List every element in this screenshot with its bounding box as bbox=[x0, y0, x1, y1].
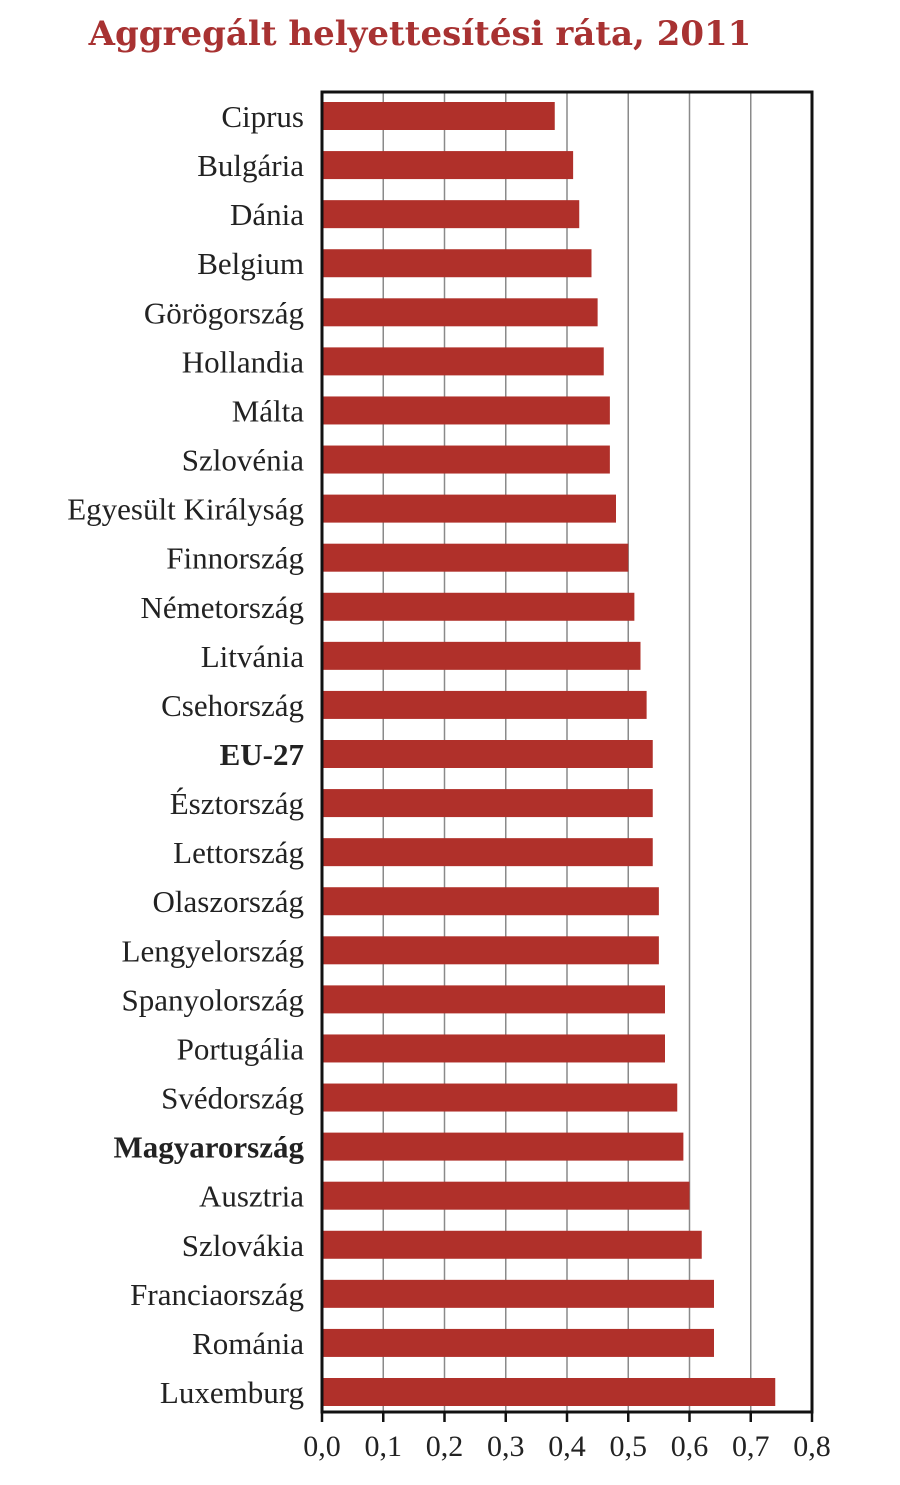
category-label: Szlovákia bbox=[182, 1228, 304, 1263]
chart-title: Aggregált helyettesítési ráta, 2011 bbox=[88, 14, 752, 54]
category-label: Olaszország bbox=[153, 884, 305, 919]
x-tick-label: 0,6 bbox=[671, 1430, 709, 1463]
bar bbox=[323, 543, 629, 572]
bar bbox=[323, 298, 598, 327]
bar bbox=[323, 1181, 690, 1210]
category-label: Románia bbox=[192, 1326, 304, 1361]
bar bbox=[323, 347, 604, 376]
bar bbox=[323, 1034, 665, 1063]
x-tick-label: 0,5 bbox=[610, 1430, 648, 1463]
bar bbox=[323, 249, 592, 278]
bar bbox=[323, 985, 665, 1014]
category-label: Ciprus bbox=[221, 99, 304, 134]
category-label: Szlovénia bbox=[182, 443, 304, 478]
category-label: Hollandia bbox=[182, 344, 304, 379]
category-label: Finnország bbox=[166, 541, 304, 576]
category-label: Bulgária bbox=[197, 148, 304, 183]
label-layer: Ciprus Bulgária Dánia Belgium Görögország Hol… bbox=[67, 99, 304, 1410]
bar bbox=[323, 151, 574, 180]
bar bbox=[323, 1083, 678, 1112]
category-label: Csehország bbox=[161, 688, 304, 723]
bar bbox=[323, 1230, 702, 1259]
category-label: Dánia bbox=[230, 197, 304, 232]
category-label: Spanyolország bbox=[121, 982, 304, 1017]
category-label: Németország bbox=[140, 590, 304, 625]
bar bbox=[323, 936, 659, 965]
category-label: Portugália bbox=[177, 1031, 305, 1066]
bar bbox=[323, 740, 653, 768]
category-label: Észtország bbox=[170, 786, 304, 821]
bar bbox=[323, 1132, 684, 1161]
x-tick-label: 0,4 bbox=[548, 1430, 586, 1463]
x-tick-label: 0,3 bbox=[487, 1430, 525, 1463]
bar bbox=[323, 592, 635, 621]
category-label: Magyarország bbox=[113, 1130, 304, 1165]
x-tick-label: 0,7 bbox=[732, 1430, 770, 1463]
bar bbox=[323, 887, 659, 916]
bar bbox=[323, 396, 610, 425]
bar bbox=[323, 200, 580, 229]
bar bbox=[323, 690, 647, 719]
bar bbox=[323, 1378, 776, 1406]
x-tick-label: 0,8 bbox=[793, 1430, 831, 1463]
category-label: Franciaország bbox=[130, 1277, 304, 1312]
bar bbox=[323, 789, 653, 818]
category-label: Lengyelország bbox=[122, 933, 304, 968]
bar bbox=[323, 641, 641, 670]
category-label: Egyesült Királyság bbox=[67, 492, 304, 527]
bar bbox=[323, 494, 616, 523]
category-label: Málta bbox=[232, 393, 305, 428]
category-label: Ausztria bbox=[199, 1179, 304, 1214]
x-tick-label: 0,0 bbox=[303, 1430, 341, 1463]
category-label: EU-27 bbox=[220, 737, 304, 772]
category-label: Litvánia bbox=[201, 639, 305, 674]
bar bbox=[323, 838, 653, 867]
category-label: Görögország bbox=[144, 295, 304, 330]
bar bbox=[323, 1279, 714, 1308]
bar bbox=[323, 102, 555, 130]
x-tick-label: 0,1 bbox=[365, 1430, 403, 1463]
category-label: Svédország bbox=[161, 1081, 304, 1116]
bar bbox=[323, 445, 610, 474]
x-tick-label: 0,2 bbox=[426, 1430, 464, 1463]
bar bbox=[323, 1328, 714, 1357]
tick-layer: 0,0 0,1 0,2 0,3 0,4 0,5 0,6 0,7 0,8 bbox=[303, 1412, 831, 1463]
category-label: Belgium bbox=[197, 246, 304, 281]
category-label: Lettország bbox=[173, 835, 304, 870]
bar-layer bbox=[323, 102, 776, 1406]
category-label: Luxemburg bbox=[160, 1375, 304, 1410]
